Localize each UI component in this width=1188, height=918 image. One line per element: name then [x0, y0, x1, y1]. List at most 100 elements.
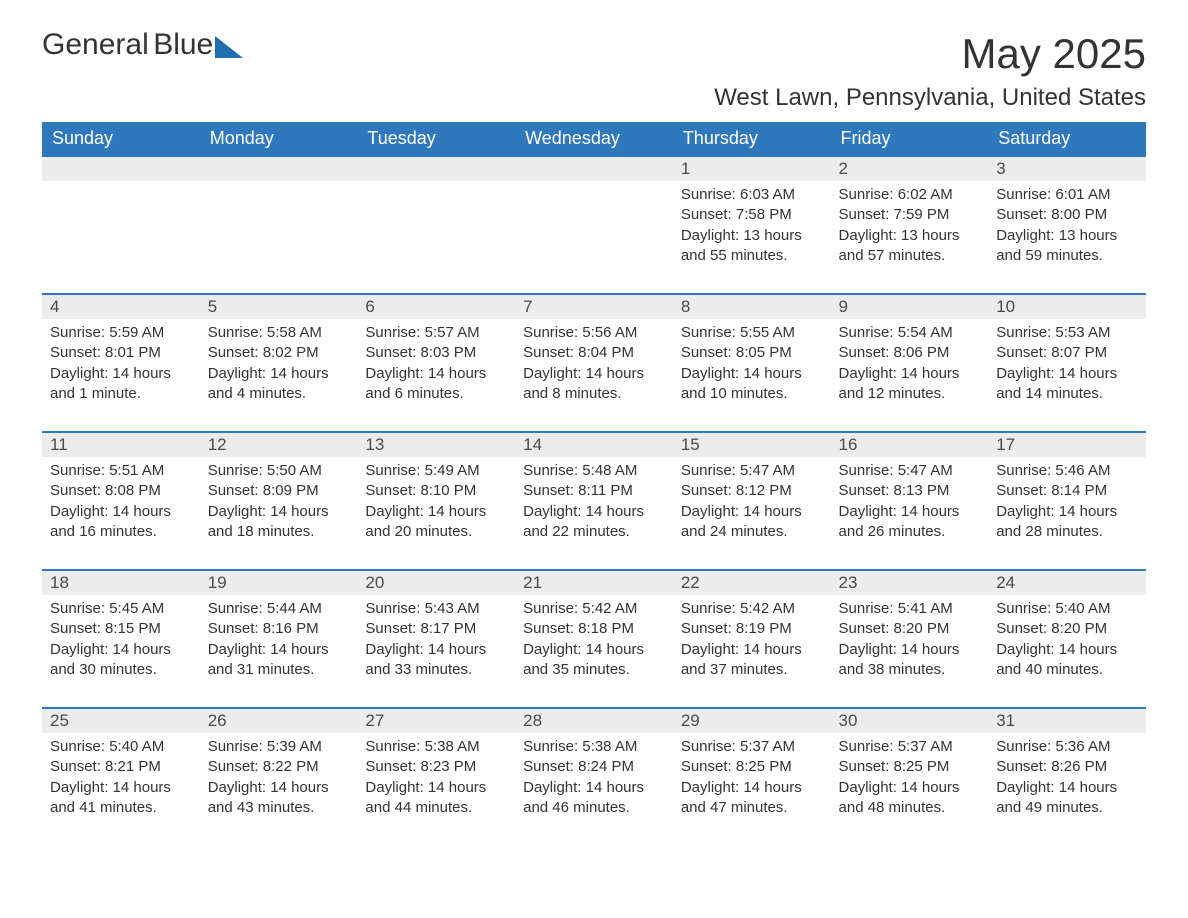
calendar-cell: 29Sunrise: 5:37 AMSunset: 8:25 PMDayligh…: [673, 707, 831, 845]
calendar-cell: 17Sunrise: 5:46 AMSunset: 8:14 PMDayligh…: [988, 431, 1146, 569]
calendar-cell: 6Sunrise: 5:57 AMSunset: 8:03 PMDaylight…: [357, 293, 515, 431]
day-sunset: Sunset: 7:58 PM: [681, 205, 823, 225]
day-daylight: Daylight: 13 hours and 55 minutes.: [681, 226, 823, 267]
day-sunrise: Sunrise: 5:53 AM: [996, 323, 1138, 343]
day-number: 12: [200, 431, 358, 457]
day-daylight: Daylight: 13 hours and 59 minutes.: [996, 226, 1138, 267]
calendar-cell: .: [515, 155, 673, 293]
day-sunset: Sunset: 8:10 PM: [365, 481, 507, 501]
calendar-cell: 7Sunrise: 5:56 AMSunset: 8:04 PMDaylight…: [515, 293, 673, 431]
calendar-cell: 22Sunrise: 5:42 AMSunset: 8:19 PMDayligh…: [673, 569, 831, 707]
calendar-cell: 4Sunrise: 5:59 AMSunset: 8:01 PMDaylight…: [42, 293, 200, 431]
day-sunrise: Sunrise: 5:36 AM: [996, 737, 1138, 757]
day-sunrise: Sunrise: 5:55 AM: [681, 323, 823, 343]
calendar-table: SundayMondayTuesdayWednesdayThursdayFrid…: [42, 122, 1146, 845]
calendar-cell: 13Sunrise: 5:49 AMSunset: 8:10 PMDayligh…: [357, 431, 515, 569]
day-sunset: Sunset: 8:15 PM: [50, 619, 192, 639]
day-sunset: Sunset: 8:00 PM: [996, 205, 1138, 225]
day-number: 27: [357, 707, 515, 733]
day-sunrise: Sunrise: 6:01 AM: [996, 185, 1138, 205]
day-body: Sunrise: 5:37 AMSunset: 8:25 PMDaylight:…: [831, 733, 989, 826]
calendar-cell: 24Sunrise: 5:40 AMSunset: 8:20 PMDayligh…: [988, 569, 1146, 707]
day-daylight: Daylight: 14 hours and 20 minutes.: [365, 502, 507, 543]
day-body: Sunrise: 5:43 AMSunset: 8:17 PMDaylight:…: [357, 595, 515, 688]
weekday-header: Saturday: [988, 122, 1146, 155]
day-body: Sunrise: 5:38 AMSunset: 8:23 PMDaylight:…: [357, 733, 515, 826]
page-title: May 2025: [962, 30, 1146, 78]
day-number: 9: [831, 293, 989, 319]
calendar-cell: .: [200, 155, 358, 293]
day-daylight: Daylight: 14 hours and 47 minutes.: [681, 778, 823, 819]
calendar-cell: 15Sunrise: 5:47 AMSunset: 8:12 PMDayligh…: [673, 431, 831, 569]
day-sunrise: Sunrise: 5:47 AM: [681, 461, 823, 481]
day-number: 20: [357, 569, 515, 595]
day-number: 8: [673, 293, 831, 319]
calendar-cell: .: [42, 155, 200, 293]
day-sunset: Sunset: 8:18 PM: [523, 619, 665, 639]
day-sunrise: Sunrise: 5:57 AM: [365, 323, 507, 343]
calendar-cell: 1Sunrise: 6:03 AMSunset: 7:58 PMDaylight…: [673, 155, 831, 293]
calendar-cell: 27Sunrise: 5:38 AMSunset: 8:23 PMDayligh…: [357, 707, 515, 845]
day-sunset: Sunset: 8:04 PM: [523, 343, 665, 363]
calendar-cell: 2Sunrise: 6:02 AMSunset: 7:59 PMDaylight…: [831, 155, 989, 293]
day-number: 21: [515, 569, 673, 595]
calendar-cell: 26Sunrise: 5:39 AMSunset: 8:22 PMDayligh…: [200, 707, 358, 845]
day-body: Sunrise: 5:58 AMSunset: 8:02 PMDaylight:…: [200, 319, 358, 412]
day-number: 16: [831, 431, 989, 457]
day-number: 31: [988, 707, 1146, 733]
day-sunrise: Sunrise: 5:45 AM: [50, 599, 192, 619]
calendar-cell: 21Sunrise: 5:42 AMSunset: 8:18 PMDayligh…: [515, 569, 673, 707]
day-sunrise: Sunrise: 5:43 AM: [365, 599, 507, 619]
calendar-cell: 11Sunrise: 5:51 AMSunset: 8:08 PMDayligh…: [42, 431, 200, 569]
day-body: Sunrise: 6:01 AMSunset: 8:00 PMDaylight:…: [988, 181, 1146, 274]
day-number-empty: .: [200, 155, 358, 181]
day-daylight: Daylight: 14 hours and 31 minutes.: [208, 640, 350, 681]
weekday-header: Friday: [831, 122, 989, 155]
logo-text-wrap: General Blue: [42, 30, 213, 60]
day-sunset: Sunset: 8:20 PM: [839, 619, 981, 639]
calendar-body: ....1Sunrise: 6:03 AMSunset: 7:58 PMDayl…: [42, 155, 1146, 845]
day-sunset: Sunset: 8:12 PM: [681, 481, 823, 501]
calendar-week-row: ....1Sunrise: 6:03 AMSunset: 7:58 PMDayl…: [42, 155, 1146, 293]
day-number: 3: [988, 155, 1146, 181]
day-number: 11: [42, 431, 200, 457]
day-number: 4: [42, 293, 200, 319]
day-number-empty: .: [515, 155, 673, 181]
weekday-header: Sunday: [42, 122, 200, 155]
day-sunset: Sunset: 8:07 PM: [996, 343, 1138, 363]
day-sunset: Sunset: 8:23 PM: [365, 757, 507, 777]
day-daylight: Daylight: 14 hours and 40 minutes.: [996, 640, 1138, 681]
day-sunrise: Sunrise: 5:50 AM: [208, 461, 350, 481]
day-body: Sunrise: 5:44 AMSunset: 8:16 PMDaylight:…: [200, 595, 358, 688]
calendar-cell: .: [357, 155, 515, 293]
day-body: Sunrise: 5:47 AMSunset: 8:12 PMDaylight:…: [673, 457, 831, 550]
day-body: Sunrise: 5:42 AMSunset: 8:19 PMDaylight:…: [673, 595, 831, 688]
day-number: 1: [673, 155, 831, 181]
day-body: Sunrise: 5:41 AMSunset: 8:20 PMDaylight:…: [831, 595, 989, 688]
calendar-cell: 28Sunrise: 5:38 AMSunset: 8:24 PMDayligh…: [515, 707, 673, 845]
day-number: 28: [515, 707, 673, 733]
day-sunrise: Sunrise: 5:39 AM: [208, 737, 350, 757]
day-sunrise: Sunrise: 5:44 AM: [208, 599, 350, 619]
day-number: 30: [831, 707, 989, 733]
day-sunrise: Sunrise: 5:38 AM: [523, 737, 665, 757]
page-subtitle: West Lawn, Pennsylvania, United States: [42, 84, 1146, 112]
day-number: 2: [831, 155, 989, 181]
day-sunrise: Sunrise: 5:37 AM: [839, 737, 981, 757]
day-daylight: Daylight: 14 hours and 44 minutes.: [365, 778, 507, 819]
calendar-head: SundayMondayTuesdayWednesdayThursdayFrid…: [42, 122, 1146, 155]
day-sunset: Sunset: 8:14 PM: [996, 481, 1138, 501]
day-number: 22: [673, 569, 831, 595]
day-daylight: Daylight: 14 hours and 33 minutes.: [365, 640, 507, 681]
day-daylight: Daylight: 14 hours and 24 minutes.: [681, 502, 823, 543]
day-body: Sunrise: 5:46 AMSunset: 8:14 PMDaylight:…: [988, 457, 1146, 550]
day-daylight: Daylight: 14 hours and 43 minutes.: [208, 778, 350, 819]
day-sunrise: Sunrise: 5:40 AM: [50, 737, 192, 757]
day-body: Sunrise: 5:50 AMSunset: 8:09 PMDaylight:…: [200, 457, 358, 550]
day-sunrise: Sunrise: 5:48 AM: [523, 461, 665, 481]
header-row: General Blue May 2025: [42, 30, 1146, 78]
calendar-cell: 20Sunrise: 5:43 AMSunset: 8:17 PMDayligh…: [357, 569, 515, 707]
day-daylight: Daylight: 14 hours and 28 minutes.: [996, 502, 1138, 543]
day-sunset: Sunset: 8:22 PM: [208, 757, 350, 777]
day-sunrise: Sunrise: 5:56 AM: [523, 323, 665, 343]
